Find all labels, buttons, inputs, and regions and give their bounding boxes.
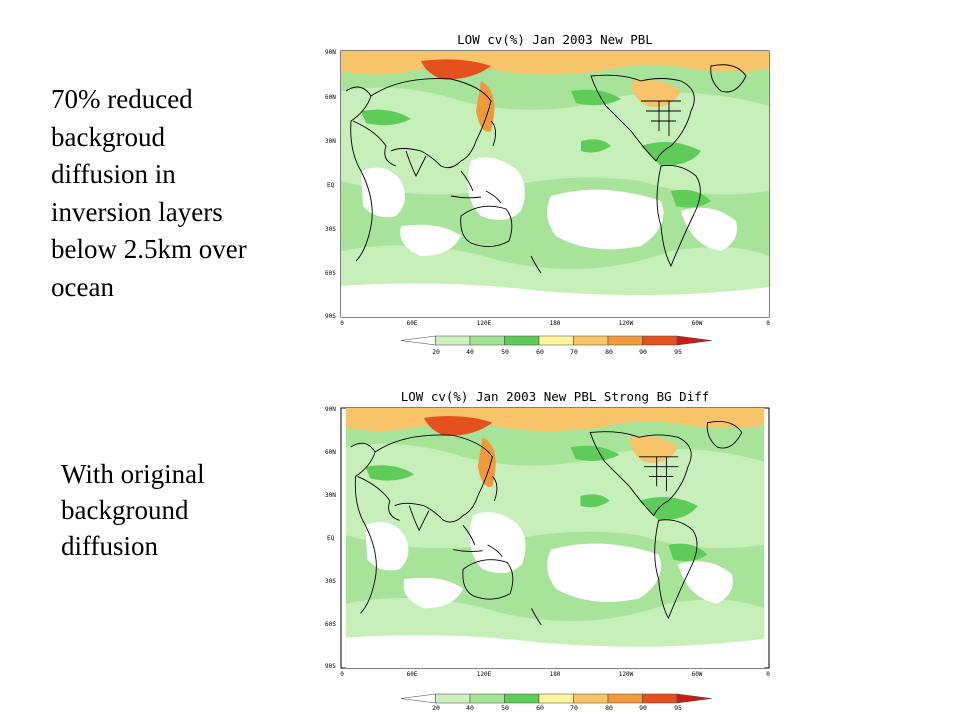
panel-1-lon-label: 180 bbox=[550, 320, 561, 327]
panel-2-lon-label: 120W bbox=[619, 671, 634, 678]
panel-1-lon-label: 0 bbox=[766, 320, 770, 327]
panel-2-colorbar: 20 40 50 60 70 80 90 95 bbox=[400, 693, 712, 712]
colorbar-swatch bbox=[642, 335, 678, 346]
panel-2-lat-label: 90S bbox=[325, 663, 336, 670]
map-panel-2: LOW cv(%) Jan 2003 New PBL Strong BG Dif… bbox=[325, 389, 770, 712]
panel-2-lat-label: 90N bbox=[325, 406, 336, 413]
map-panel-1: LOW cv(%) Jan 2003 New PBL 90N 60N 30N E… bbox=[325, 32, 770, 356]
colorbar-label: 40 bbox=[466, 348, 474, 356]
panel-2-lon-label: 60E bbox=[407, 671, 418, 678]
colorbar-label: 70 bbox=[570, 348, 578, 356]
panel-1-lat-label: 60N bbox=[325, 94, 336, 101]
panel-2-lat-label: 60N bbox=[325, 449, 336, 456]
panel-1-lon-label: 0 bbox=[340, 320, 344, 327]
panel-2-lat-label: 60S bbox=[325, 621, 336, 628]
colorbar-swatch bbox=[469, 693, 505, 704]
colorbar-label: 50 bbox=[501, 704, 509, 712]
panel-1-lat-label: 60S bbox=[325, 270, 336, 277]
colorbar-swatch bbox=[538, 335, 574, 346]
colorbar-swatch bbox=[642, 693, 678, 704]
colorbar-low-arrow bbox=[400, 335, 436, 346]
panel-1-colorbar: 20 40 50 60 70 80 90 95 bbox=[400, 335, 712, 356]
panel-2-lon-label: 120E bbox=[477, 671, 492, 678]
panel-2-lon-label: 0 bbox=[340, 671, 344, 678]
colorbar-label: 50 bbox=[501, 348, 509, 356]
colorbar-label: 90 bbox=[639, 704, 647, 712]
colorbar-high-arrow bbox=[676, 335, 712, 346]
colorbar-swatch bbox=[435, 335, 471, 346]
panel-2-title: LOW cv(%) Jan 2003 New PBL Strong BG Dif… bbox=[401, 389, 710, 404]
panel-1-lon-label: 120E bbox=[477, 320, 492, 327]
colorbar-high-arrow bbox=[676, 693, 712, 704]
colorbar-label: 60 bbox=[536, 348, 544, 356]
bottom-caption: With original background diffusion bbox=[61, 459, 205, 561]
panel-1-lat-label: EQ bbox=[327, 182, 335, 189]
colorbar-swatch bbox=[504, 693, 540, 704]
colorbar-label: 60 bbox=[536, 704, 544, 712]
panel-2-lat-label: EQ bbox=[327, 535, 335, 542]
panel-2-cloud-field bbox=[345, 408, 765, 668]
panel-1-lat-label: 30S bbox=[325, 226, 336, 233]
colorbar-label: 20 bbox=[432, 348, 440, 356]
colorbar-swatch bbox=[573, 335, 609, 346]
panel-2-lon-label: 0 bbox=[766, 671, 770, 678]
colorbar-boxes bbox=[400, 335, 712, 346]
colorbar-label: 80 bbox=[605, 348, 613, 356]
panel-1-lon-label: 60E bbox=[407, 320, 418, 327]
colorbar-label: 80 bbox=[605, 704, 613, 712]
colorbar-label: 90 bbox=[639, 348, 647, 356]
colorbar-swatch bbox=[607, 335, 643, 346]
colorbar-label: 95 bbox=[674, 348, 682, 356]
panel-2-lat-label: 30S bbox=[325, 578, 336, 585]
panel-2-lon-label: 180 bbox=[550, 671, 561, 678]
panel-1-title: LOW cv(%) Jan 2003 New PBL bbox=[457, 32, 653, 47]
panel-1-lat-label: 90S bbox=[325, 313, 336, 320]
colorbar-label: 70 bbox=[570, 704, 578, 712]
panel-1-lat-label: 30N bbox=[325, 138, 336, 145]
panel-1-cloud-field bbox=[341, 51, 769, 317]
panel-2-lat-label: 30N bbox=[325, 492, 336, 499]
colorbar-label: 95 bbox=[674, 704, 682, 712]
panel-1-lon-label: 120W bbox=[619, 320, 634, 327]
colorbar-label: 40 bbox=[466, 704, 474, 712]
colorbar-swatch bbox=[538, 693, 574, 704]
colorbar-low-arrow bbox=[400, 693, 436, 704]
panel-2-lon-label: 60W bbox=[692, 671, 703, 678]
colorbar-label: 20 bbox=[432, 704, 440, 712]
colorbar-swatch bbox=[435, 693, 471, 704]
panel-1-lon-label: 60W bbox=[692, 320, 703, 327]
colorbar-boxes bbox=[400, 693, 712, 704]
colorbar-swatch bbox=[469, 335, 505, 346]
colorbar-swatch bbox=[573, 693, 609, 704]
panel-1-lat-label: 90N bbox=[325, 49, 336, 56]
top-caption: 70% reduced backgroud diffusion in inver… bbox=[51, 84, 247, 302]
colorbar-swatch bbox=[607, 693, 643, 704]
colorbar-swatch bbox=[504, 335, 540, 346]
